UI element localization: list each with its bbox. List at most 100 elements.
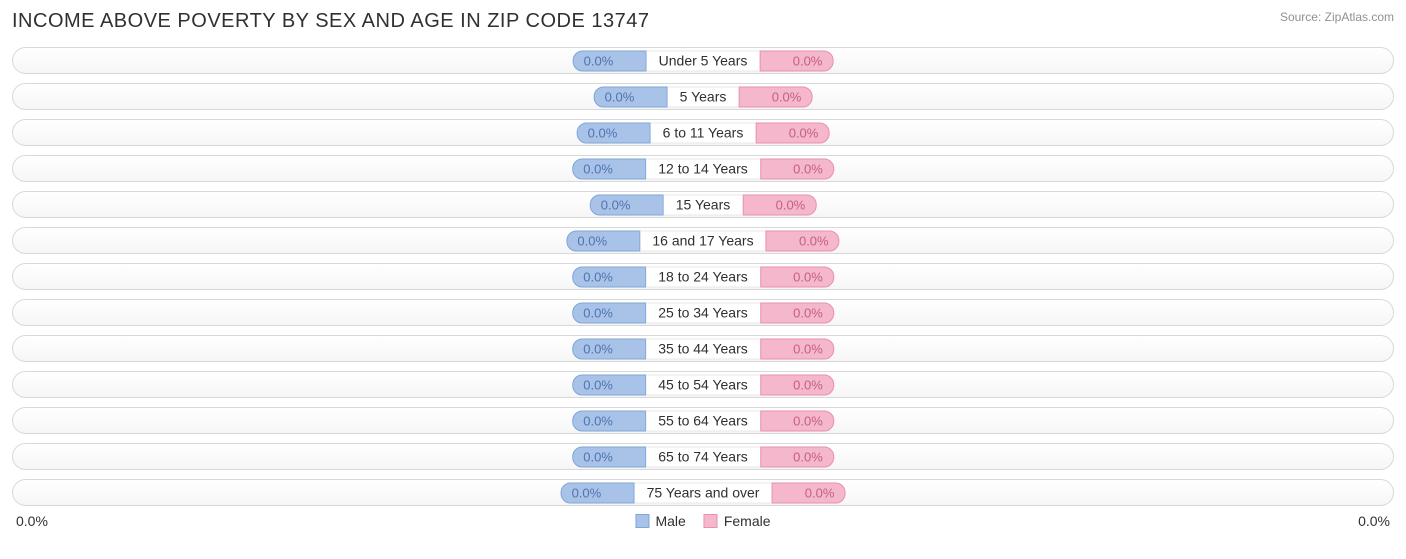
bar-group: 0.0% 25 to 34 Years 0.0% (572, 302, 834, 323)
male-value: 0.0% (583, 305, 613, 320)
male-value: 0.0% (583, 413, 613, 428)
male-value: 0.0% (588, 125, 618, 140)
male-bar: 0.0% (572, 266, 646, 287)
male-bar: 0.0% (572, 338, 646, 359)
male-value: 0.0% (583, 449, 613, 464)
axis-right-label: 0.0% (1358, 513, 1390, 529)
male-value: 0.0% (601, 197, 631, 212)
male-bar: 0.0% (572, 158, 646, 179)
age-label: 65 to 74 Years (646, 446, 760, 467)
male-bar: 0.0% (572, 374, 646, 395)
female-bar: 0.0% (742, 194, 816, 215)
male-bar: 0.0% (572, 446, 646, 467)
female-value: 0.0% (799, 233, 829, 248)
male-bar: 0.0% (572, 302, 646, 323)
age-label: 55 to 64 Years (646, 410, 760, 431)
bar-group: 0.0% 65 to 74 Years 0.0% (572, 446, 834, 467)
female-bar: 0.0% (760, 158, 834, 179)
male-value: 0.0% (583, 161, 613, 176)
chart-row: 0.0% 5 Years 0.0% (12, 83, 1394, 110)
female-bar: 0.0% (760, 374, 834, 395)
male-value: 0.0% (577, 233, 607, 248)
female-value: 0.0% (793, 449, 823, 464)
chart-row: 0.0% Under 5 Years 0.0% (12, 47, 1394, 74)
age-label: 16 and 17 Years (640, 230, 765, 251)
age-label: 45 to 54 Years (646, 374, 760, 395)
bar-group: 0.0% 45 to 54 Years 0.0% (572, 374, 834, 395)
female-bar: 0.0% (738, 86, 812, 107)
male-bar: 0.0% (573, 50, 647, 71)
chart-source: Source: ZipAtlas.com (1280, 10, 1394, 24)
male-value: 0.0% (584, 53, 614, 68)
chart-row: 0.0% 75 Years and over 0.0% (12, 479, 1394, 506)
male-bar: 0.0% (590, 194, 664, 215)
female-bar: 0.0% (755, 122, 829, 143)
chart-legend: Male Female (635, 513, 770, 529)
bar-group: 0.0% 16 and 17 Years 0.0% (566, 230, 839, 251)
male-bar: 0.0% (566, 230, 640, 251)
age-label: Under 5 Years (647, 50, 760, 71)
age-label: 6 to 11 Years (651, 122, 756, 143)
male-bar: 0.0% (561, 482, 635, 503)
female-bar: 0.0% (760, 446, 834, 467)
male-value: 0.0% (583, 341, 613, 356)
male-bar: 0.0% (572, 410, 646, 431)
age-label: 5 Years (668, 86, 739, 107)
chart-row: 0.0% 18 to 24 Years 0.0% (12, 263, 1394, 290)
female-value: 0.0% (793, 53, 823, 68)
age-label: 25 to 34 Years (646, 302, 760, 323)
age-label: 12 to 14 Years (646, 158, 760, 179)
female-bar: 0.0% (760, 410, 834, 431)
bar-group: 0.0% 18 to 24 Years 0.0% (572, 266, 834, 287)
chart-row: 0.0% 65 to 74 Years 0.0% (12, 443, 1394, 470)
bar-group: 0.0% 5 Years 0.0% (594, 86, 813, 107)
female-value: 0.0% (793, 269, 823, 284)
female-value: 0.0% (793, 377, 823, 392)
age-label: 18 to 24 Years (646, 266, 760, 287)
age-label: 75 Years and over (635, 482, 772, 503)
female-value: 0.0% (793, 305, 823, 320)
chart-row: 0.0% 55 to 64 Years 0.0% (12, 407, 1394, 434)
bar-group: 0.0% 75 Years and over 0.0% (561, 482, 846, 503)
female-value: 0.0% (793, 413, 823, 428)
legend-label: Male (655, 513, 685, 529)
bar-group: 0.0% 12 to 14 Years 0.0% (572, 158, 834, 179)
male-value: 0.0% (572, 485, 602, 500)
age-label: 15 Years (664, 194, 743, 215)
chart-container: INCOME ABOVE POVERTY BY SEX AND AGE IN Z… (0, 0, 1406, 559)
female-value: 0.0% (805, 485, 835, 500)
bar-group: 0.0% Under 5 Years 0.0% (573, 50, 834, 71)
legend-swatch (635, 514, 649, 528)
female-value: 0.0% (789, 125, 819, 140)
bar-group: 0.0%35 to 44 Years0.0% (572, 338, 834, 359)
chart-rows-area: 0.0%Under 5 Years0.0%0.0%5 Years0.0%0.0%… (12, 47, 1394, 506)
chart-row: 0.0% 15 Years 0.0% (12, 191, 1394, 218)
female-value: 0.0% (793, 161, 823, 176)
chart-row: 0.0% 25 to 34 Years 0.0% (12, 299, 1394, 326)
female-bar: 0.0% (771, 482, 845, 503)
female-bar: 0.0% (759, 50, 833, 71)
chart-footer: 0.0% MaleFemale 0.0% (12, 513, 1394, 529)
female-value: 0.0% (793, 341, 823, 356)
female-bar: 0.0% (760, 338, 834, 359)
chart-row: 0.0% 6 to 11 Years 0.0% (12, 119, 1394, 146)
chart-header: INCOME ABOVE POVERTY BY SEX AND AGE IN Z… (12, 10, 1394, 33)
female-value: 0.0% (772, 89, 802, 104)
female-bar: 0.0% (760, 302, 834, 323)
legend-item: Female (704, 513, 771, 529)
chart-row: 0.0% 45 to 54 Years 0.0% (12, 371, 1394, 398)
male-value: 0.0% (605, 89, 635, 104)
legend-item: Male (635, 513, 685, 529)
chart-row: 0.0% 16 and 17 Years 0.0% (12, 227, 1394, 254)
male-value: 0.0% (583, 377, 613, 392)
male-bar: 0.0% (594, 86, 668, 107)
female-bar: 0.0% (760, 266, 834, 287)
chart-row: 0.0%35 to 44 Years0.0% (12, 335, 1394, 362)
legend-label: Female (724, 513, 771, 529)
female-value: 0.0% (776, 197, 806, 212)
female-bar: 0.0% (766, 230, 840, 251)
bar-group: 0.0% 6 to 11 Years 0.0% (577, 122, 830, 143)
chart-row: 0.0% 12 to 14 Years 0.0% (12, 155, 1394, 182)
bar-group: 0.0% 55 to 64 Years 0.0% (572, 410, 834, 431)
male-value: 0.0% (583, 269, 613, 284)
